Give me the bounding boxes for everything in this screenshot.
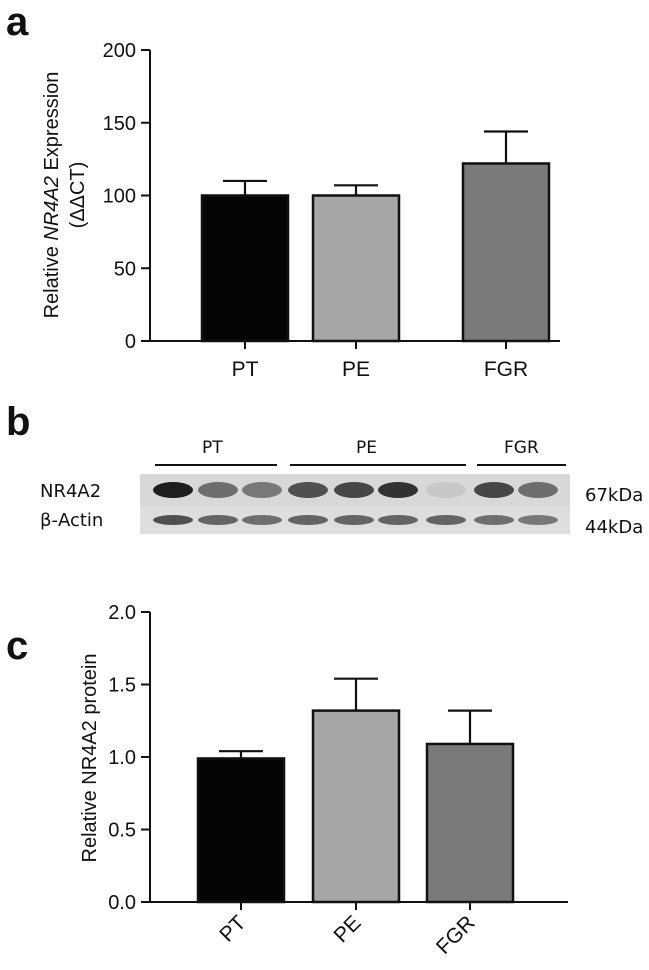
y-tick-label: 150 [103, 113, 136, 135]
bar-pt [196, 757, 286, 904]
x-tick-label-pt: PT [215, 911, 250, 946]
y-tick-label: 0 [125, 331, 136, 353]
bar-pe [311, 194, 401, 343]
chart-a-expression: 0 50 100 150 200 PT PE FGR Relative NR4A2 Expres… [41, 40, 560, 381]
blot-group-label-pt: PT [202, 438, 223, 458]
y-tick-label: 1.5 [108, 675, 136, 697]
blot-size-44kda: 44kDa [585, 517, 644, 538]
blot-size-67kda: 67kDa [585, 485, 644, 506]
blot-group-label-fgr: FGR [504, 438, 539, 458]
blot-row-label-nr4a2: NR4A2 [40, 481, 102, 502]
bar-fgr [425, 742, 515, 904]
panel-a-label: a [6, 0, 29, 44]
y-tick-label: 2.0 [108, 602, 136, 624]
panel-c-label: c [6, 624, 29, 668]
y-tick-label: 200 [103, 40, 136, 62]
blot-row-label-actin: β-Actin [40, 510, 104, 531]
y-axis-label: Relative NR4A2 protein [79, 654, 101, 863]
y-axis-label-line2: (ΔΔCT) [67, 162, 89, 229]
x-tick-label-pe: PE [342, 358, 370, 381]
y-tick-label: 0.0 [108, 892, 136, 914]
y-tick-label: 100 [103, 186, 136, 208]
x-tick-label-fgr: FGR [432, 911, 480, 959]
bar-pt [200, 194, 290, 343]
y-tick-label: 0.5 [108, 820, 136, 842]
y-tick-label: 1.0 [108, 747, 136, 769]
y-axis-label: Relative NR4A2 Expression [41, 72, 63, 319]
bar-pe [311, 709, 401, 904]
x-tick-label-pe: PE [329, 911, 365, 947]
x-tick-label-fgr: FGR [484, 358, 528, 381]
panel-b-label: b [6, 400, 31, 444]
y-tick-label: 50 [114, 258, 136, 280]
blot-group-label-pe: PE [356, 438, 377, 458]
x-tick-label-pt: PT [232, 358, 259, 381]
